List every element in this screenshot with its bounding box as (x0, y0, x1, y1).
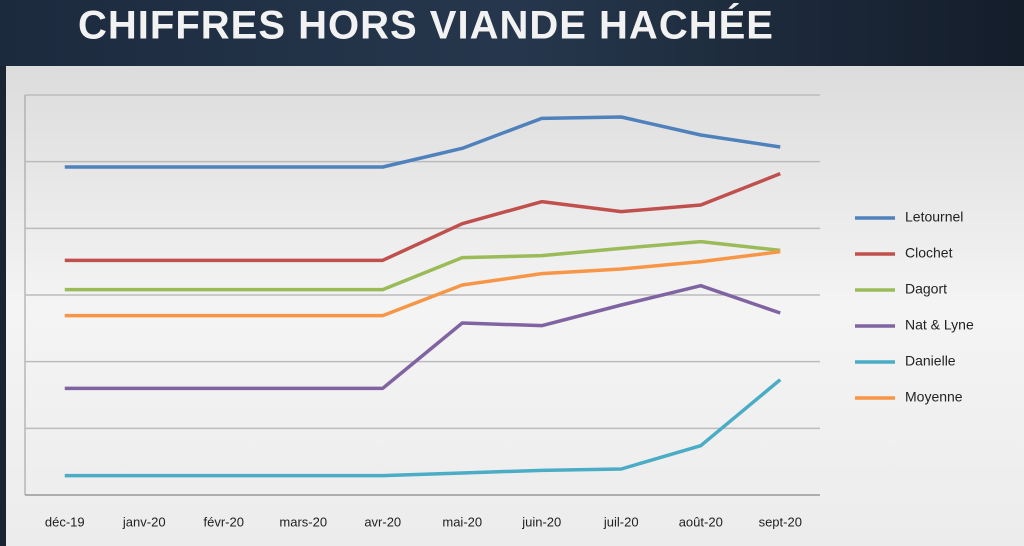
x-tick-label: juil-20 (603, 514, 639, 529)
x-tick-label: déc-19 (45, 514, 85, 529)
legend-label: Clochet (905, 245, 953, 261)
legend-label: Danielle (905, 353, 956, 369)
x-tick-label: août-20 (679, 514, 723, 529)
legend-label: Nat & Lyne (905, 317, 974, 333)
legend-label: Moyenne (905, 389, 963, 405)
series-line (64, 115, 781, 169)
series-line (64, 172, 781, 263)
banner (0, 0, 1024, 66)
series-line (64, 283, 781, 391)
x-tick-label: févr-20 (204, 514, 244, 529)
legend-label: Letournel (905, 209, 963, 225)
chart-title: CHIFFRES HORS VIANDE HACHÉE (78, 3, 774, 48)
series-line (64, 378, 782, 478)
x-tick-label: janv-20 (122, 514, 166, 529)
legend-label: Dagort (905, 281, 947, 297)
x-tick-label: mai-20 (442, 514, 482, 529)
x-tick-label: avr-20 (364, 514, 401, 529)
series-line (64, 239, 781, 292)
chart-background (6, 66, 1024, 546)
x-tick-label: mars-20 (279, 514, 327, 529)
series-line (64, 249, 781, 318)
x-tick-label: juin-20 (521, 514, 561, 529)
x-tick-label: sept-20 (759, 514, 802, 529)
